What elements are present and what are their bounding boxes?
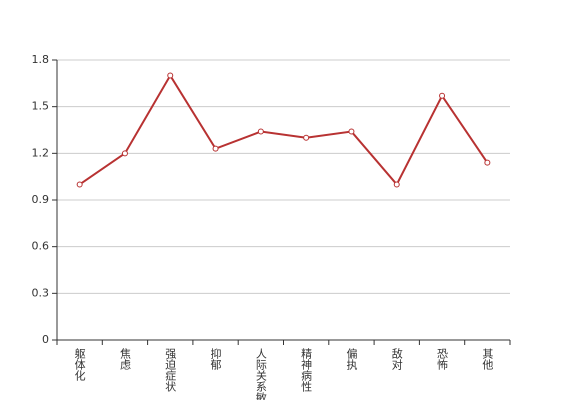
point (121, 150, 128, 157)
x-tick-label: 其他 (481, 348, 494, 370)
y-tick-label: 0 (42, 333, 49, 346)
point (303, 134, 310, 141)
point (393, 181, 400, 188)
point (257, 128, 264, 135)
point (76, 181, 83, 188)
x-tick-label: 敌对 (390, 347, 403, 370)
x-tick-label: 偏执 (345, 347, 358, 371)
point (439, 92, 446, 99)
x-tick-label: 人际关系敏感 (254, 348, 267, 400)
x-tick-label: 抑郁 (209, 347, 222, 370)
y-tick-label: 0.9 (32, 193, 50, 206)
x-tick-label: 强迫症状 (164, 348, 177, 392)
point (167, 72, 174, 79)
y-tick-label: 1.5 (32, 100, 50, 113)
y-tick-label: 0.3 (32, 286, 50, 299)
line (79, 73, 489, 187)
y-tick-label: 0.6 (32, 240, 50, 253)
x-tick-label: 精神病性 (300, 348, 313, 393)
x-tick-label: 恐怖 (436, 348, 449, 370)
x-tick-label: 躯体化 (73, 348, 86, 382)
y-tick-label: 1.8 (32, 53, 50, 66)
point (348, 128, 355, 135)
point (212, 145, 219, 152)
y-tick-label: 1.2 (32, 146, 50, 159)
x-tick-label: 焦虑 (118, 348, 131, 370)
point (484, 159, 491, 166)
